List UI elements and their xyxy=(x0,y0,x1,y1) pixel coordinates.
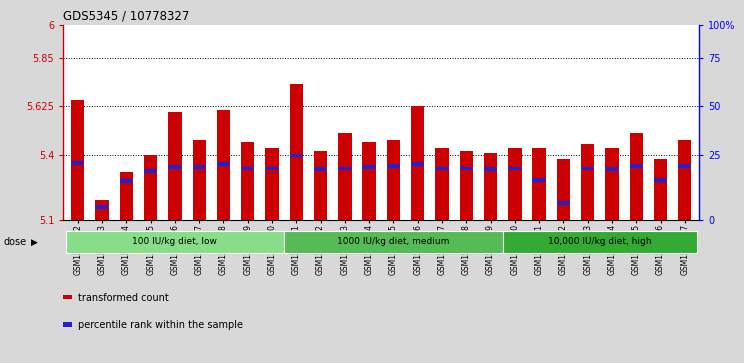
Bar xyxy=(193,165,206,169)
Bar xyxy=(362,142,376,220)
Bar xyxy=(362,165,376,169)
Text: GDS5345 / 10778327: GDS5345 / 10778327 xyxy=(63,9,190,22)
Bar xyxy=(557,201,570,205)
Bar xyxy=(411,106,424,220)
Bar xyxy=(284,231,503,253)
Bar xyxy=(508,148,522,220)
Bar xyxy=(557,159,570,220)
Bar xyxy=(533,178,546,182)
Bar xyxy=(435,167,449,170)
Bar xyxy=(533,148,546,220)
Bar xyxy=(484,167,497,171)
Bar xyxy=(606,148,618,220)
Bar xyxy=(120,172,133,220)
Bar xyxy=(581,144,594,220)
Bar xyxy=(387,140,400,220)
Text: transformed count: transformed count xyxy=(78,293,169,303)
Bar xyxy=(629,133,643,220)
Bar xyxy=(460,151,473,220)
Bar xyxy=(65,231,284,253)
Bar xyxy=(484,153,497,220)
Bar xyxy=(95,205,109,209)
Bar xyxy=(241,167,254,170)
Bar xyxy=(193,140,206,220)
Bar xyxy=(289,154,303,158)
Text: 100 IU/kg diet, low: 100 IU/kg diet, low xyxy=(132,237,217,246)
Bar xyxy=(629,164,643,168)
Text: ▶: ▶ xyxy=(31,238,38,246)
Bar xyxy=(503,231,697,253)
Bar xyxy=(241,142,254,220)
Bar xyxy=(266,167,279,170)
Bar xyxy=(71,100,85,220)
Bar xyxy=(168,112,182,220)
Bar xyxy=(654,159,667,220)
Bar xyxy=(120,179,133,183)
Bar xyxy=(339,133,352,220)
Text: 10,000 IU/kg diet, high: 10,000 IU/kg diet, high xyxy=(548,237,652,246)
Bar xyxy=(266,148,279,220)
Text: dose: dose xyxy=(4,237,27,247)
Text: 1000 IU/kg diet, medium: 1000 IU/kg diet, medium xyxy=(337,237,449,246)
Bar xyxy=(508,167,522,170)
Bar xyxy=(144,169,157,173)
Bar xyxy=(217,110,230,220)
Bar xyxy=(387,164,400,168)
Bar xyxy=(606,167,618,171)
Bar xyxy=(71,161,85,164)
Bar xyxy=(654,178,667,182)
Bar xyxy=(411,162,424,166)
Bar xyxy=(581,167,594,170)
Bar xyxy=(95,200,109,220)
Bar xyxy=(435,148,449,220)
Bar xyxy=(217,162,230,166)
Bar xyxy=(144,155,157,220)
Bar xyxy=(314,167,327,171)
Text: percentile rank within the sample: percentile rank within the sample xyxy=(78,320,243,330)
Bar xyxy=(339,167,352,170)
Bar xyxy=(460,167,473,170)
Bar xyxy=(314,151,327,220)
Bar xyxy=(168,165,182,169)
Bar xyxy=(678,164,691,168)
Bar xyxy=(678,140,691,220)
Bar xyxy=(289,83,303,220)
